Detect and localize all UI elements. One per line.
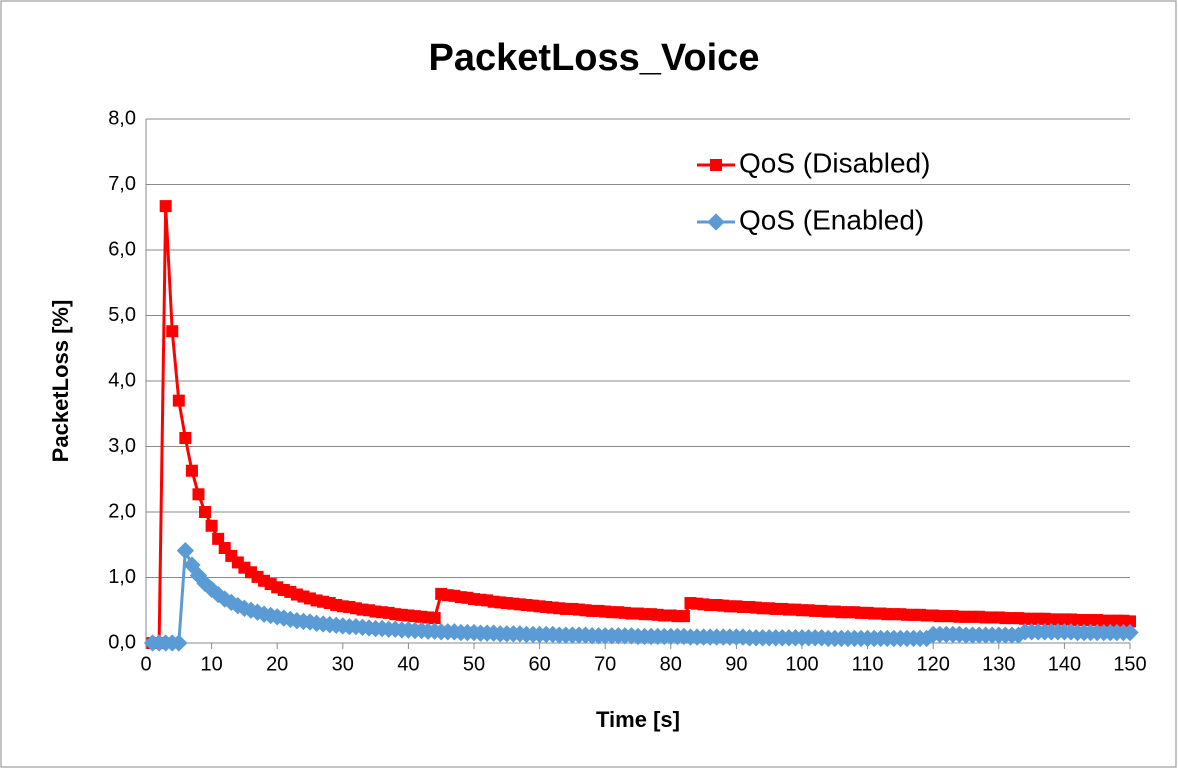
data-point [199, 506, 212, 518]
x-tick-label: 80 [660, 653, 682, 675]
data-point [1121, 623, 1139, 642]
x-tick-label: 140 [1048, 653, 1081, 675]
data-point [192, 488, 205, 501]
legend-marker [710, 159, 722, 171]
x-tick-label: 150 [1113, 653, 1146, 675]
x-tick-label: 130 [982, 653, 1015, 675]
data-point [179, 431, 192, 444]
data-point [189, 566, 208, 585]
data-point [677, 610, 690, 623]
data-point [183, 556, 201, 574]
chart-title: PacketLoss_Voice [429, 37, 760, 79]
legend-label: QoS (Enabled) [739, 204, 924, 235]
x-tick-label: 60 [528, 653, 550, 675]
data-point [212, 532, 225, 545]
x-tick-label: 100 [785, 653, 818, 675]
x-tick-label: 30 [332, 653, 354, 675]
y-tick-label: 1,0 [108, 566, 136, 588]
y-tick-label: 0,0 [108, 631, 136, 653]
data-point [1124, 615, 1136, 628]
legend-label: QoS (Disabled) [739, 147, 930, 178]
x-tick-label: 0 [140, 653, 151, 675]
data-point [185, 464, 198, 477]
x-tick-label: 70 [594, 653, 616, 675]
x-tick-label: 20 [266, 653, 288, 675]
legend-marker [707, 213, 725, 231]
y-tick-label: 2,0 [108, 500, 136, 522]
x-tick-label: 120 [917, 653, 950, 675]
x-axis-label: Time [s] [596, 707, 680, 732]
x-tick-label: 90 [725, 653, 747, 675]
y-tick-label: 7,0 [108, 173, 136, 195]
x-tick-label: 40 [397, 653, 419, 675]
data-point [229, 596, 247, 615]
y-tick-label: 4,0 [108, 369, 136, 391]
y-tick-label: 8,0 [108, 107, 136, 129]
x-tick-label: 50 [463, 653, 485, 675]
x-tick-label: 110 [852, 653, 884, 675]
data-point [172, 394, 185, 407]
data-point [170, 634, 188, 652]
x-tick-label: 10 [200, 653, 222, 675]
y-axis-label: PacketLoss [%] [48, 300, 73, 463]
y-tick-label: 5,0 [108, 304, 136, 326]
data-point [176, 541, 195, 560]
y-tick-label: 3,0 [108, 435, 136, 457]
y-tick-label: 6,0 [108, 238, 136, 260]
data-point [205, 519, 218, 532]
data-point [202, 580, 221, 598]
data-point [166, 325, 179, 338]
data-point [428, 612, 441, 625]
data-point [159, 200, 172, 213]
